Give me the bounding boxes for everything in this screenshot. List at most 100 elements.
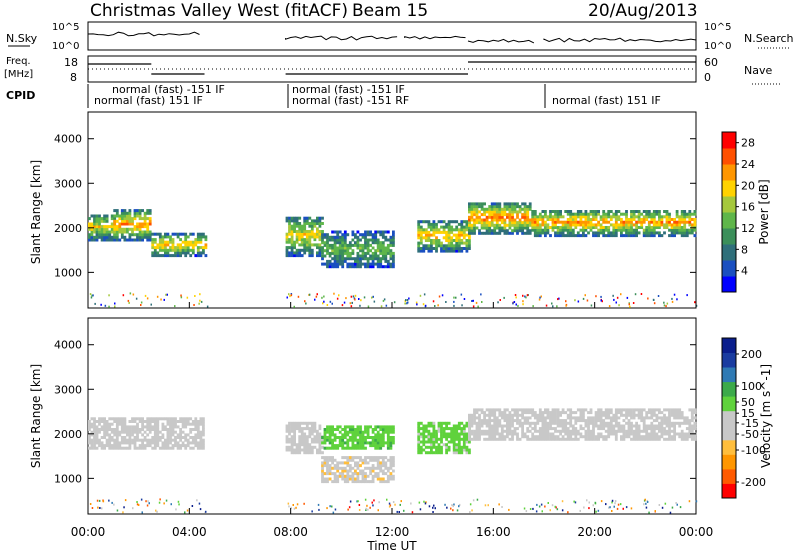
echo-cell [386, 433, 390, 437]
echo-cell [614, 437, 618, 441]
echo-cell [468, 451, 471, 455]
echo-cell [308, 448, 312, 452]
echo-cell [389, 249, 393, 253]
echo-cell [138, 211, 142, 215]
echo-cell [455, 233, 459, 237]
echo-cell [313, 435, 317, 439]
echo-cell [336, 238, 340, 242]
echo-cell [184, 425, 188, 429]
echo-cell [607, 416, 611, 420]
echo-cell [566, 437, 570, 441]
echo-cell [153, 240, 157, 244]
echo-cell [333, 433, 337, 437]
echo-cell [288, 224, 291, 228]
echo-cell [589, 220, 593, 224]
echo-cell [442, 244, 446, 248]
echo-cell [196, 444, 200, 448]
noise-point [178, 503, 180, 506]
noise-point [538, 298, 541, 301]
echo-cell [518, 207, 522, 211]
echo-cell [351, 428, 355, 431]
echo-cell [658, 231, 661, 235]
echo-cell [348, 430, 352, 434]
echo-cell [381, 433, 385, 437]
echo-cell [300, 427, 304, 431]
echo-cell [90, 441, 94, 445]
noise-point [513, 301, 516, 303]
echo-cell [123, 438, 127, 442]
noise-point [458, 503, 461, 506]
echo-cell [110, 446, 114, 450]
echo-cell [169, 441, 172, 445]
echo-cell [389, 464, 393, 468]
echo-cell [133, 444, 137, 448]
echo-cell [475, 226, 479, 230]
echo-cell [288, 238, 291, 242]
noise-point [611, 499, 614, 502]
echo-cell [538, 231, 542, 235]
echo-cell [389, 466, 393, 470]
echo-cell [571, 416, 575, 420]
echo-cell [455, 437, 459, 441]
echo-cell [490, 231, 494, 235]
noise-point [453, 304, 455, 307]
echo-cell [607, 413, 611, 417]
echo-cell [351, 233, 355, 237]
echo-cell [480, 221, 484, 225]
echo-cell [123, 430, 127, 434]
echo-cell [295, 219, 299, 223]
echo-cell [589, 408, 593, 412]
echo-cell [498, 435, 502, 439]
echo-cell [115, 430, 119, 434]
echo-cell [576, 429, 580, 433]
echo-cell [483, 223, 486, 227]
echo-cell [351, 444, 355, 448]
echo-cell [126, 428, 129, 431]
echo-cell [422, 220, 426, 224]
echo-cell [123, 217, 127, 221]
echo-cell [376, 438, 380, 442]
echo-cell [316, 432, 319, 436]
echo-cell [166, 441, 170, 445]
echo-cell [683, 223, 687, 227]
echo-cell [120, 438, 124, 442]
echo-cell [442, 421, 446, 425]
echo-cell [599, 231, 603, 235]
echo-cell [549, 210, 552, 213]
echo-cell [544, 424, 547, 428]
noise-point [646, 501, 649, 503]
echo-cell [100, 444, 104, 448]
echo-cell [191, 248, 195, 252]
echo-cell [571, 432, 575, 436]
nsky-tick-high: 10^5 [52, 22, 79, 33]
echo-cell [354, 433, 357, 437]
echo-cell [559, 421, 562, 425]
echo-cell [300, 224, 304, 228]
echo-cell [655, 432, 659, 436]
echo-cell [100, 235, 104, 239]
echo-cell [118, 217, 122, 221]
echo-cell [427, 233, 431, 237]
echo-cell [518, 221, 522, 225]
echo-cell [490, 424, 494, 428]
echo-cell [440, 230, 443, 234]
echo-cell [437, 228, 441, 232]
colorbar-tick-label: 4 [741, 265, 748, 278]
echo-cell [561, 424, 565, 428]
echo-cell [341, 262, 345, 266]
echo-cell [678, 432, 682, 436]
colorbar-cell [722, 352, 736, 368]
echo-cell [468, 236, 471, 240]
echo-cell [313, 424, 317, 428]
echo-cell [308, 240, 312, 244]
echo-cell [536, 223, 540, 227]
echo-cell [490, 437, 494, 441]
noise-point [547, 502, 549, 504]
echo-cell [374, 472, 378, 476]
colorbar-cell [722, 410, 736, 426]
echo-cell [609, 421, 613, 425]
echo-cell [346, 251, 350, 255]
echo-cell [290, 254, 294, 258]
echo-cell [321, 437, 324, 441]
echo-cell [663, 421, 666, 425]
